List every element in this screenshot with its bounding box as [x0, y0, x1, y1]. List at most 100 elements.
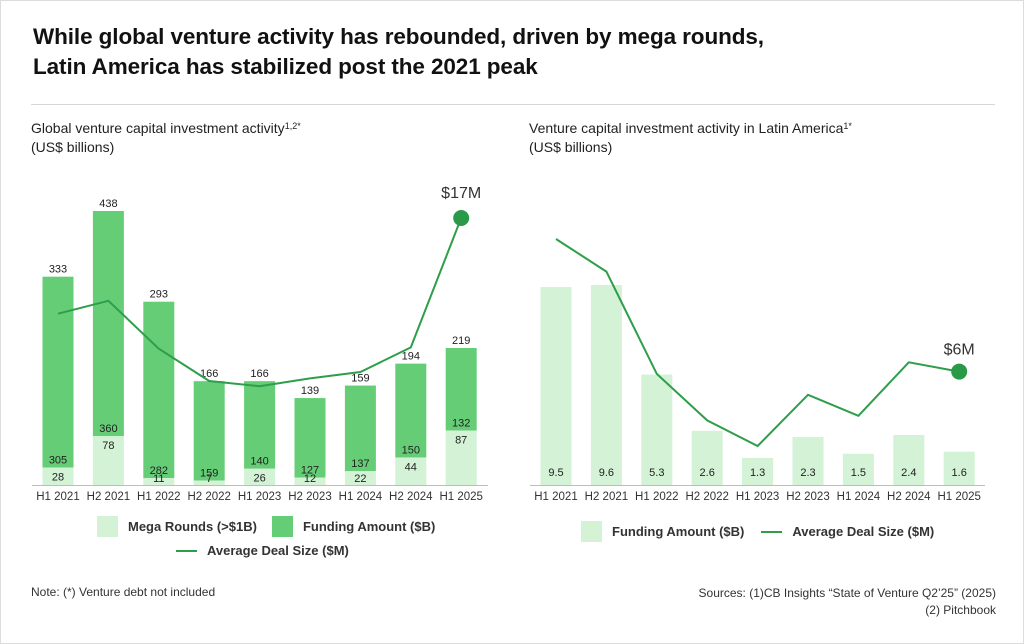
marker-end-point-latam: [951, 363, 968, 380]
x-tick-label: H2 2022: [685, 491, 728, 503]
label-funding-latam: 2.4: [901, 467, 916, 479]
x-tick-label: H2 2023: [288, 491, 331, 503]
right-chart-title-sup: 1*: [843, 121, 852, 131]
label-funding: 159: [200, 468, 218, 480]
x-tick-label: H1 2024: [837, 491, 881, 503]
line-avg-deal-size-latam: [555, 238, 960, 448]
label-funding-latam: 1.5: [851, 467, 866, 479]
label-mega: 44: [405, 461, 417, 473]
divider: [31, 104, 995, 105]
label-total: 139: [301, 385, 319, 397]
x-tick-label: H1 2022: [137, 491, 180, 503]
x-tick-label: H1 2022: [635, 491, 678, 503]
label-funding: 282: [150, 465, 168, 477]
page-title: While global venture activity has reboun…: [33, 22, 764, 82]
left-chart-title-text: Global venture capital investment activi…: [31, 120, 285, 136]
bar-funding: [294, 398, 326, 478]
label-funding: 305: [49, 454, 67, 466]
x-tick-label: H1 2024: [339, 491, 383, 503]
line-avg-deal-size: [57, 217, 463, 388]
legend-swatch-funding: [271, 516, 293, 537]
label-total: 438: [99, 198, 117, 210]
label-total: 159: [351, 373, 369, 385]
right-chart-title-text: Venture capital investment activity in L…: [529, 120, 844, 136]
label-end-value: $17M: [441, 185, 481, 202]
label-mega: 22: [354, 473, 366, 485]
sources-line-2: (2) Pitchbook: [925, 603, 996, 617]
label-mega: 7: [206, 473, 212, 485]
left-chart-units: (US$ billions): [31, 139, 115, 155]
bar-funding: [42, 276, 74, 468]
label-mega: 26: [253, 473, 265, 485]
x-tick-label: H2 2021: [585, 491, 628, 503]
legend-label-funding: Funding Amount ($B): [302, 519, 436, 534]
bar-funding-latam: [792, 437, 824, 485]
right-chart-units: (US$ billions): [529, 139, 613, 155]
x-tick-label: H2 2024: [887, 491, 931, 503]
label-funding-latam: 2.3: [800, 467, 815, 479]
left-chart-title: Global venture capital investment activi…: [31, 119, 301, 157]
marker-end-point: [453, 210, 470, 226]
bar-funding: [92, 211, 124, 437]
bar-funding-latam: [943, 451, 975, 485]
left-legend-row-1: Mega Rounds (>$1B) Funding Amount ($B): [97, 516, 435, 537]
label-funding-latam: 1.6: [952, 467, 967, 479]
x-tick-label: H1 2023: [238, 491, 281, 503]
legend-label-deal-size-latam: Average Deal Size ($M): [792, 524, 935, 539]
label-funding: 140: [250, 456, 268, 468]
x-tick-label: H1 2025: [439, 491, 482, 503]
bar-funding: [143, 301, 175, 479]
bar-funding-latam: [641, 374, 673, 485]
label-total: 166: [200, 368, 218, 380]
legend-label-mega: Mega Rounds (>$1B): [128, 519, 257, 534]
bar-funding-latam: [893, 435, 925, 485]
label-funding: 150: [402, 444, 420, 456]
label-funding-latam: 2.6: [700, 467, 715, 479]
sources: Sources: (1)CB Insights “State of Ventur…: [699, 585, 996, 619]
label-total: 333: [49, 264, 67, 276]
label-total: 219: [452, 335, 470, 347]
title-line-1: While global venture activity has reboun…: [33, 24, 764, 49]
x-tick-label: H1 2021: [534, 491, 577, 503]
x-tick-label: H1 2023: [736, 491, 779, 503]
label-total: 166: [250, 368, 268, 380]
x-tick-label: H2 2024: [389, 491, 433, 503]
left-legend-row-2: Average Deal Size ($M): [176, 543, 349, 558]
x-tick-label: H1 2021: [36, 491, 79, 503]
label-mega: 78: [102, 440, 114, 452]
bar-funding-latam: [691, 430, 723, 485]
bar-funding-latam: [742, 457, 774, 485]
bar-mega: [294, 477, 326, 485]
x-tick-label: H2 2021: [87, 491, 130, 503]
legend-label-deal-size: Average Deal Size ($M): [207, 543, 349, 558]
bar-mega: [193, 480, 225, 485]
bar-mega: [344, 471, 376, 485]
legend-swatch-mega: [97, 516, 118, 537]
bar-funding: [445, 348, 477, 431]
bar-mega: [143, 478, 175, 485]
bar-mega: [92, 436, 124, 485]
label-total: 293: [150, 289, 168, 301]
label-funding-latam: 5.3: [649, 467, 664, 479]
legend-line-deal-size-latam: [761, 530, 783, 533]
bar-funding: [193, 381, 225, 481]
right-chart-title: Venture capital investment activity in L…: [529, 119, 852, 157]
x-tick-label: H2 2023: [786, 491, 829, 503]
label-mega: 28: [52, 471, 64, 483]
footnote: Note: (*) Venture debt not included: [31, 585, 216, 599]
bar-funding: [344, 385, 376, 472]
sources-line-1: Sources: (1)CB Insights “State of Ventur…: [698, 586, 996, 600]
title-line-2: Latin America has stabilized post the 20…: [33, 54, 538, 79]
bar-mega: [445, 430, 477, 485]
bar-funding: [244, 381, 276, 469]
label-funding: 360: [99, 423, 117, 435]
x-tick-label: H1 2025: [937, 491, 980, 503]
label-funding: 137: [351, 458, 369, 470]
label-funding: 127: [301, 464, 319, 476]
label-funding: 132: [452, 418, 470, 430]
x-tick-label: H2 2022: [187, 491, 230, 503]
label-mega: 12: [304, 473, 316, 485]
label-funding-latam: 9.6: [599, 467, 614, 479]
label-funding-latam: 9.5: [548, 467, 563, 479]
